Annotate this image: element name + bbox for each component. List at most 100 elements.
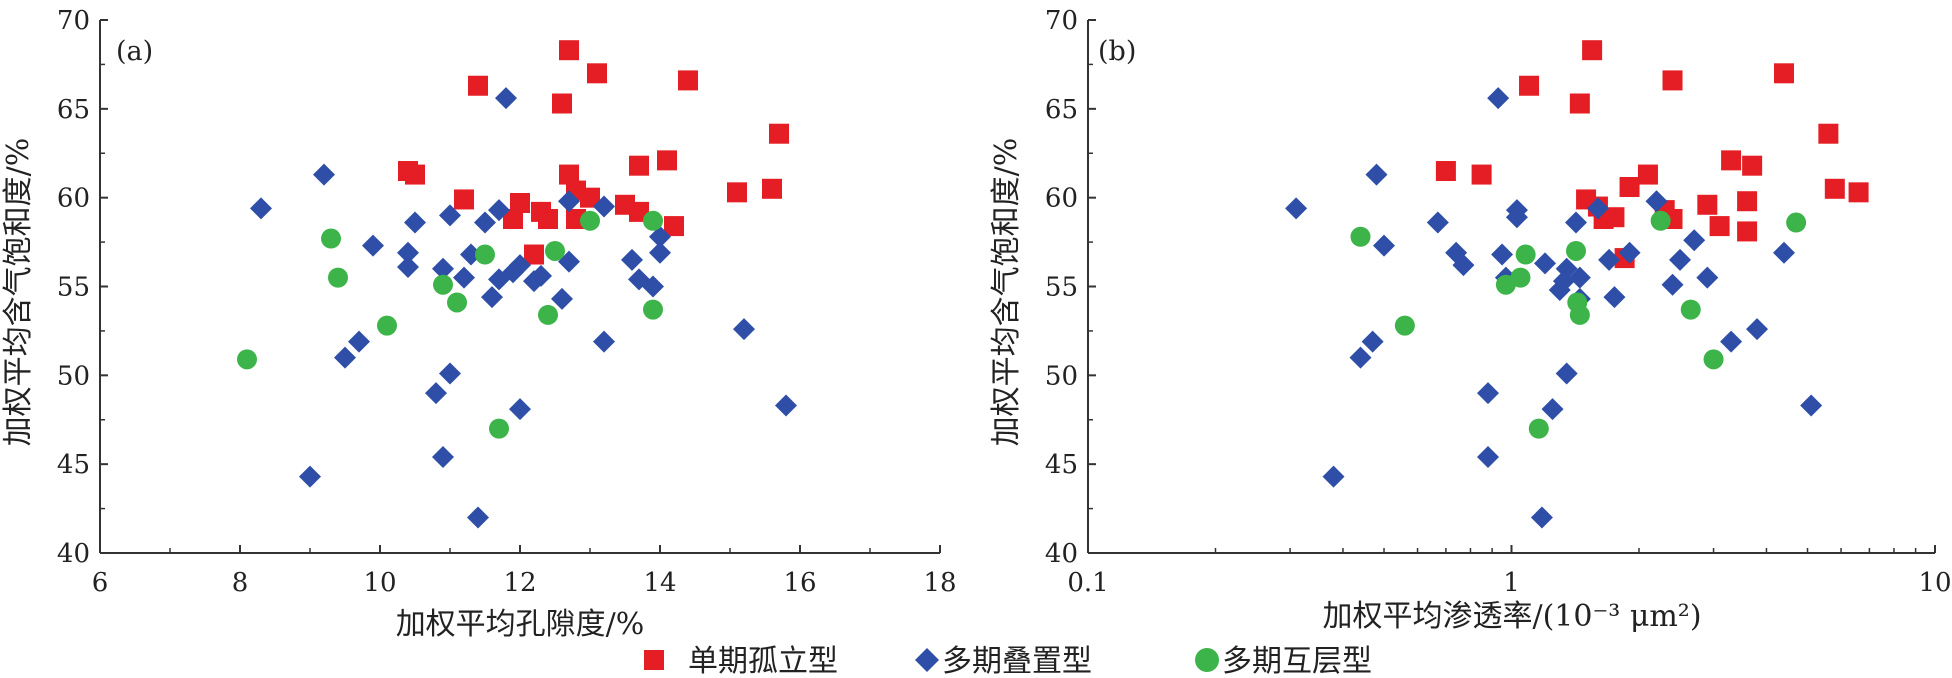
point-multi-stacked — [642, 275, 664, 298]
point-multi-stacked — [593, 330, 615, 353]
x-tick-label: 8 — [232, 568, 249, 598]
point-single — [1662, 70, 1683, 91]
point-single — [1742, 155, 1763, 176]
legend-diamond-marker — [915, 648, 939, 672]
point-single — [510, 192, 530, 213]
panel-a-label: (a) — [116, 36, 153, 67]
point-multi-stacked — [1491, 243, 1514, 266]
point-multi-stacked — [621, 248, 643, 271]
point-single — [559, 40, 579, 61]
point-single — [678, 70, 698, 91]
point-multi-interbedded — [1394, 315, 1415, 336]
point-multi-stacked — [1365, 163, 1388, 186]
point-multi-stacked — [1361, 330, 1384, 353]
point-multi-stacked — [551, 287, 573, 310]
point-multi-stacked — [1505, 206, 1528, 229]
point-multi-stacked — [1476, 382, 1499, 405]
legend-multi-interbedded-label: 多期互层型 — [1222, 644, 1372, 678]
point-multi-interbedded — [377, 315, 397, 336]
point-single — [1824, 178, 1845, 199]
point-multi-stacked — [1373, 234, 1396, 257]
point-multi-stacked — [460, 243, 482, 266]
point-multi-interbedded — [1569, 304, 1590, 325]
point-multi-interbedded — [545, 240, 565, 261]
point-single — [727, 182, 747, 203]
y-tick-label: 70 — [1045, 6, 1078, 36]
point-single — [1582, 40, 1603, 61]
panel-a-y-axis-label: 加权平均含气饱和度/% — [1, 138, 36, 447]
point-multi-stacked — [439, 204, 461, 227]
point-multi-stacked — [1696, 266, 1719, 289]
y-tick-label: 50 — [57, 361, 90, 391]
point-multi-stacked — [775, 394, 797, 417]
point-multi-stacked — [1568, 266, 1591, 289]
point-multi-stacked — [348, 330, 370, 353]
point-multi-stacked — [313, 163, 335, 186]
point-multi-interbedded — [580, 210, 600, 231]
x-tick-label: 10 — [1918, 568, 1951, 598]
point-multi-interbedded — [447, 292, 467, 313]
panel-b-y-axis-label: 加权平均含气饱和度/% — [989, 138, 1024, 447]
point-single — [552, 93, 572, 114]
y-tick-label: 45 — [1045, 450, 1078, 480]
point-multi-stacked — [495, 87, 517, 110]
point-single — [405, 164, 425, 185]
x-tick-label: 18 — [923, 568, 956, 598]
point-multi-stacked — [509, 254, 531, 277]
point-multi-stacked — [733, 318, 755, 341]
point-multi-stacked — [474, 211, 496, 234]
point-single — [769, 123, 789, 144]
point-single — [657, 150, 677, 171]
point-multi-stacked — [481, 286, 503, 309]
point-multi-stacked — [425, 382, 447, 405]
point-multi-stacked — [1773, 241, 1796, 264]
point-multi-stacked — [1487, 87, 1510, 110]
y-tick-label: 65 — [1045, 95, 1078, 125]
point-multi-interbedded — [433, 274, 453, 295]
panel-a-x-axis-label: 加权平均孔隙度/% — [396, 607, 645, 642]
point-single — [762, 178, 782, 199]
point-single — [1737, 191, 1758, 212]
x-tick-label: 16 — [783, 568, 816, 598]
legend-square-marker — [644, 650, 664, 670]
point-single — [454, 189, 474, 210]
point-multi-stacked — [1661, 273, 1684, 296]
point-multi-stacked — [1349, 346, 1372, 369]
x-tick-label: 6 — [92, 568, 109, 598]
panel-b: 40 45 50 55 60 65 70 0.1 1 10 (b) 加权平均渗透率/(10⁻³ μ… — [989, 6, 1952, 634]
y-tick-label: 45 — [57, 450, 90, 480]
panel-a-points — [237, 40, 797, 529]
x-tick-label: 0.1 — [1067, 568, 1108, 598]
y-tick-label: 55 — [1045, 273, 1078, 303]
legend: 单期孤立型 多期叠置型 多期互层型 — [644, 644, 1372, 678]
point-single — [1435, 161, 1456, 182]
point-multi-stacked — [453, 266, 475, 289]
point-multi-stacked — [467, 506, 489, 529]
point-multi-stacked — [1322, 465, 1345, 488]
point-single — [1637, 164, 1658, 185]
point-single — [1848, 182, 1869, 203]
point-single — [1569, 93, 1590, 114]
point-multi-stacked — [1445, 241, 1468, 264]
point-multi-stacked — [1426, 211, 1449, 234]
point-multi-interbedded — [1350, 226, 1371, 247]
point-multi-stacked — [1530, 506, 1553, 529]
point-multi-stacked — [1598, 248, 1621, 271]
point-single — [468, 75, 488, 96]
panel-b-x-axis-label: 加权平均渗透率/(10⁻³ μm²) — [1322, 599, 1701, 634]
point-multi-stacked — [1555, 362, 1578, 385]
point-single — [503, 208, 523, 229]
y-tick-label: 50 — [1045, 361, 1078, 391]
point-multi-stacked — [362, 234, 384, 257]
point-single — [1737, 221, 1758, 242]
point-multi-stacked — [397, 241, 419, 264]
point-multi-stacked — [488, 199, 510, 222]
x-tick-label: 1 — [1503, 568, 1520, 598]
point-multi-stacked — [509, 398, 531, 421]
point-multi-stacked — [432, 257, 454, 280]
panel-b-points — [1285, 40, 1869, 529]
point-multi-interbedded — [1680, 299, 1701, 320]
point-multi-stacked — [397, 255, 419, 278]
point-multi-stacked — [1285, 197, 1308, 220]
